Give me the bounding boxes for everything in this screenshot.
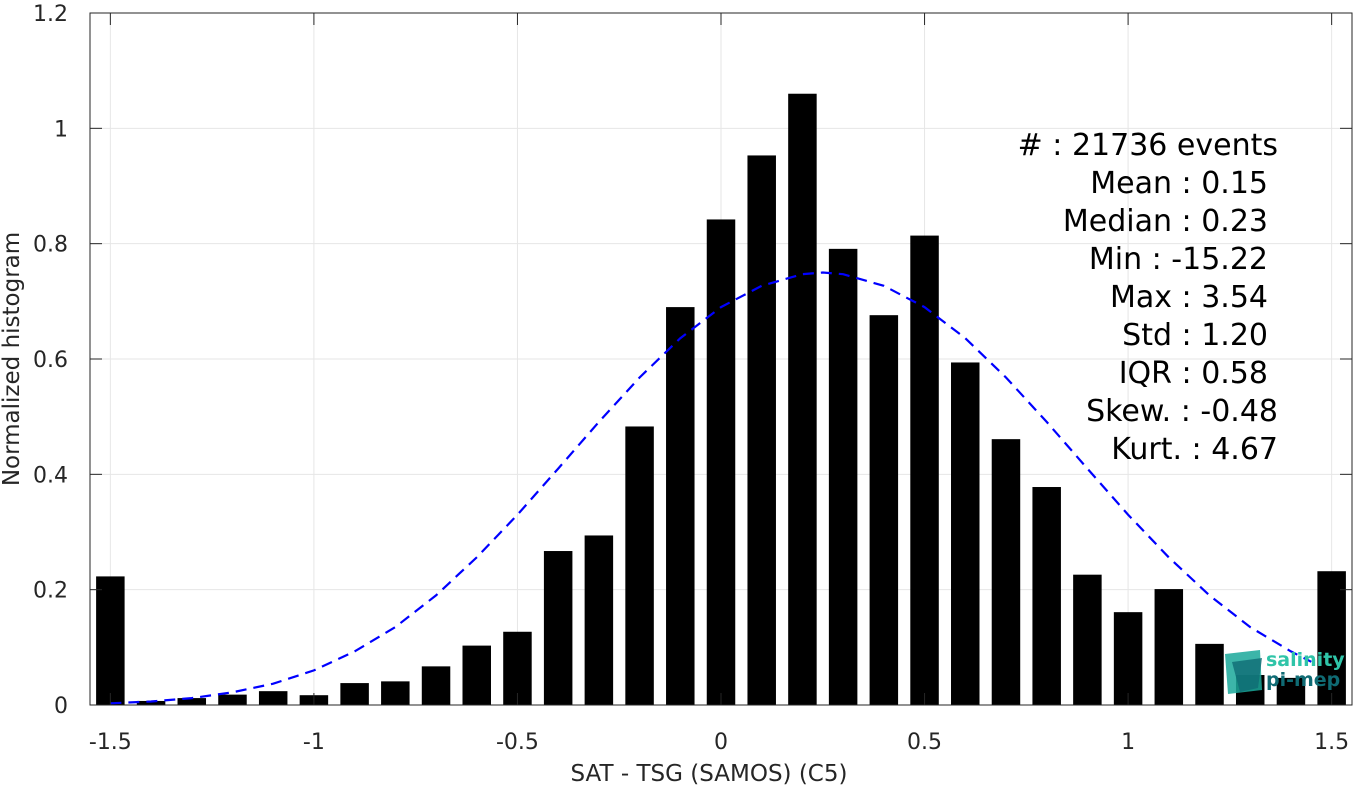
stat-skew: Skew. : -0.48	[1086, 394, 1278, 429]
histogram-bar	[625, 426, 654, 705]
stat-std: Std : 1.20	[1122, 318, 1268, 353]
stat-max: Max : 3.54	[1110, 280, 1268, 315]
stat-events: # : 21736 events	[1018, 128, 1278, 163]
histogram-bar	[666, 307, 695, 705]
stat-min: Min : -15.22	[1089, 242, 1268, 277]
logo-text-salinity: salinity	[1266, 649, 1345, 671]
histogram-bar	[381, 681, 410, 705]
logo-mark-front	[1232, 658, 1262, 692]
x-tick-label: -0.5	[496, 730, 539, 755]
stat-kurt: Kurt. : 4.67	[1111, 432, 1278, 467]
y-tick-label: 0.4	[33, 463, 68, 488]
x-tick-label: -1	[303, 730, 325, 755]
salinity-pimep-logo: salinity pi-mep	[1225, 649, 1345, 694]
histogram-bar	[828, 248, 858, 705]
y-tick-label: 0.2	[33, 579, 68, 604]
histogram-bar	[136, 700, 166, 705]
histogram-bar	[503, 631, 532, 705]
histogram-bar	[258, 691, 288, 705]
histogram-bar	[1195, 643, 1224, 705]
histogram-bar	[1113, 612, 1143, 705]
y-tick-label: 0.6	[33, 348, 68, 373]
histogram-bar	[1154, 589, 1184, 705]
logo-text-pimep: pi-mep	[1266, 669, 1340, 691]
histogram-bar	[910, 235, 939, 706]
histogram-bar	[340, 683, 369, 705]
stat-iqr: IQR : 0.58	[1119, 356, 1268, 391]
x-tick-label: 1	[1121, 730, 1135, 755]
histogram-bar	[951, 362, 980, 705]
x-tick-label: 0	[714, 730, 728, 755]
histogram-bar	[177, 698, 207, 705]
stats-box: # : 21736 events Mean : 0.15 Median : 0.…	[1018, 128, 1278, 467]
x-tick-label: 0.5	[907, 730, 942, 755]
y-tick-label: 1	[54, 117, 68, 142]
y-tick-label: 0.8	[33, 233, 68, 258]
stat-mean: Mean : 0.15	[1090, 166, 1268, 201]
histogram-bar	[1276, 677, 1306, 705]
y-axis-label: Normalized histogram	[0, 232, 25, 486]
x-axis-label: SAT - TSG (SAMOS) (C5)	[571, 761, 848, 785]
histogram-bar	[1073, 574, 1102, 705]
histogram-bar	[1032, 487, 1061, 705]
x-tick-label: 1.5	[1314, 730, 1349, 755]
x-tick-label: -1.5	[89, 730, 132, 755]
histogram-bar	[543, 551, 573, 705]
histogram-bar	[788, 93, 817, 705]
stat-median: Median : 0.23	[1063, 204, 1268, 239]
y-tick-label: 1.2	[33, 2, 68, 27]
y-tick-label: 0	[54, 694, 68, 719]
histogram-bar	[421, 666, 451, 705]
histogram-bar	[706, 219, 736, 706]
histogram-bar	[869, 315, 899, 705]
histogram-bar	[462, 645, 491, 705]
histogram-bar	[218, 694, 247, 705]
histogram-bar	[747, 155, 776, 706]
histogram-bar	[1317, 571, 1346, 705]
normal-fit-curve	[110, 271, 1312, 705]
tick-layer: -1.5 -1 -0.5 0 0.5 1 1.5 0 0.2 0.4 0.6 0.8 1 1.2	[33, 2, 1352, 755]
histogram-bar	[96, 576, 125, 705]
histogram-bar	[991, 439, 1021, 705]
histogram-bar	[584, 535, 614, 705]
